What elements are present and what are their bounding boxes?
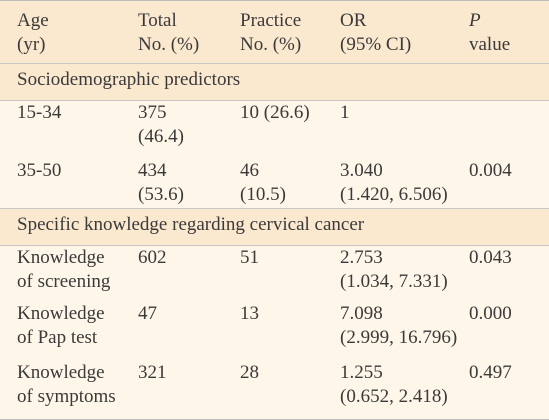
row-age: 15-34 xyxy=(17,102,62,123)
row-total: 602 xyxy=(138,247,167,268)
row-total: 321 xyxy=(138,362,167,383)
header-or: OR (95% CI) xyxy=(340,10,412,55)
section-sociodemographic: Sociodemographic predictors xyxy=(0,64,549,100)
section-knowledge: Specific knowledge regarding cervical ca… xyxy=(0,209,549,245)
row-age: Knowledge of Pap test xyxy=(17,303,105,348)
row-or: 1 xyxy=(340,102,350,123)
row-or: 7.098 (2.999, 16.796) xyxy=(340,303,458,348)
row-age: 35-50 xyxy=(17,160,62,181)
section-label: Sociodemographic predictors xyxy=(17,69,241,90)
row-age: Knowledge of symptoms xyxy=(17,362,116,407)
divider xyxy=(0,63,549,64)
row-or: 2.753 (1.034, 7.331) xyxy=(340,247,448,292)
row-age: Knowledge of screening xyxy=(17,247,111,292)
row-or: 1.255 (0.652, 2.418) xyxy=(340,362,448,407)
row-total: 434 (53.6) xyxy=(138,160,184,205)
row-practice: 51 xyxy=(240,247,259,268)
row-p: 0.497 xyxy=(469,362,512,383)
row-or: 3.040 (1.420, 6.506) xyxy=(340,160,448,205)
row-p: 0.000 xyxy=(469,303,512,324)
divider xyxy=(0,208,549,209)
row-practice: 28 xyxy=(240,362,259,383)
divider xyxy=(0,100,549,101)
header-p: P xyxy=(469,10,481,31)
header-value: value xyxy=(469,34,511,55)
header-age: Age (yr) xyxy=(17,10,49,55)
table-header: Age (yr) Total No. (%) Practice No. (%) … xyxy=(0,1,549,63)
row-p: 0.043 xyxy=(469,247,512,268)
row-practice: 13 xyxy=(240,303,259,324)
section-label: Specific knowledge regarding cervical ca… xyxy=(17,214,365,235)
row-practice: 46 (10.5) xyxy=(240,160,286,205)
divider xyxy=(0,245,549,246)
row-p: 0.004 xyxy=(469,160,512,181)
row-total: 47 xyxy=(138,303,157,324)
header-practice: Practice No. (%) xyxy=(240,10,302,55)
header-total: Total No. (%) xyxy=(138,10,200,55)
row-practice: 10 (26.6) xyxy=(240,102,310,123)
row-total: 375 (46.4) xyxy=(138,102,184,147)
